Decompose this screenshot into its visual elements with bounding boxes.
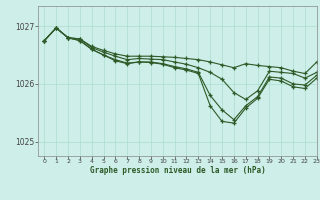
X-axis label: Graphe pression niveau de la mer (hPa): Graphe pression niveau de la mer (hPa) bbox=[90, 166, 266, 175]
